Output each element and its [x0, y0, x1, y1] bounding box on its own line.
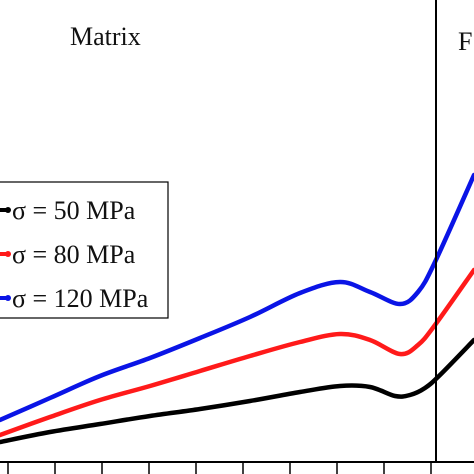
legend-marker-80	[5, 251, 11, 257]
legend-label-80: σ = 80 MPa	[12, 240, 136, 269]
series-layer	[0, 172, 474, 445]
legend-marker-50	[5, 207, 11, 213]
series-line-50mpa	[0, 337, 474, 445]
axes	[0, 461, 474, 474]
series-line-80mpa	[0, 267, 474, 438]
series-line-120mpa	[0, 172, 474, 423]
legend-label-50: σ = 50 MPa	[12, 196, 136, 225]
legend-marker-120	[5, 295, 11, 301]
legend-box	[0, 181, 169, 319]
legend-label-120: σ = 120 MPa	[12, 284, 149, 313]
region-label-fiber: F	[458, 27, 472, 56]
legend: σ = 50 MPa σ = 80 MPa σ = 120 MPa	[0, 181, 169, 319]
region-label-matrix: Matrix	[70, 22, 141, 51]
